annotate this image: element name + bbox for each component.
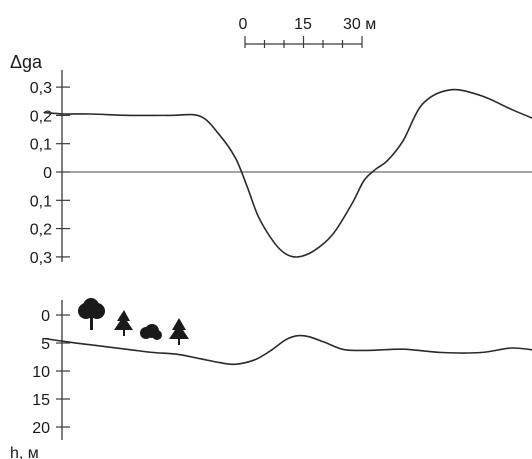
tree-icon — [78, 298, 105, 330]
terrain-y-tick-label: 10 — [32, 364, 50, 381]
gravity-y-tick-label: 0,3 — [30, 80, 52, 97]
terrain-y-tick-label: 20 — [32, 420, 50, 437]
fir-tree-icon — [114, 310, 133, 336]
gravity-anomaly-curve — [43, 88, 532, 258]
scale-label-15: 15 — [294, 16, 312, 33]
terrain-y-ticks: 0 5 10 15 20 — [32, 308, 70, 437]
terrain-y-tick-label: 5 — [41, 336, 50, 353]
gravity-y-tick-label: 0,2 — [30, 108, 52, 125]
scale-bar: 0 15 30 м — [239, 16, 376, 48]
terrain-y-axis-label: h, м — [10, 445, 39, 459]
scale-label-0: 0 — [239, 16, 248, 33]
terrain-y-tick-label: 15 — [32, 392, 50, 409]
fir-tree-icon — [169, 318, 189, 345]
gravity-y-ticks: 0,3 0,2 0,1 0 0,1 0,2 0,3 — [30, 80, 70, 267]
terrain-y-tick-label: 0 — [41, 308, 50, 325]
gravity-y-tick-label: 0 — [43, 165, 52, 182]
gravity-y-axis-label: Δga — [10, 52, 43, 72]
gravity-y-tick-label: 0,2 — [30, 222, 52, 239]
gravity-y-tick-label: 0,1 — [30, 137, 52, 154]
scale-label-30: 30 м — [343, 16, 376, 33]
gravity-anomaly-chart: Δga 0,3 0,2 0,1 0 0,1 0,2 0,3 — [10, 52, 532, 267]
bush-icon — [140, 324, 162, 340]
terrain-profile-chart: 0 5 10 15 20 h, м — [10, 298, 532, 459]
gravity-y-tick-label: 0,3 — [30, 250, 52, 267]
terrain-profile-curve — [44, 334, 532, 366]
scale-bar-ticks — [244, 36, 363, 48]
gravity-y-tick-label: 0,1 — [30, 193, 52, 210]
